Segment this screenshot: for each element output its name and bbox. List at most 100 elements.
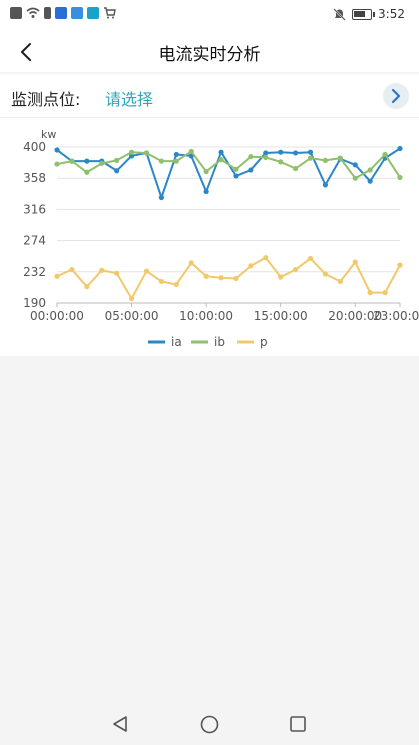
data-point-ia (322, 182, 329, 188)
data-point-ib (337, 155, 343, 161)
data-point-p (158, 278, 164, 285)
data-point-ib (307, 155, 314, 161)
data-point-p (233, 275, 239, 282)
y-tick-label: 274 (23, 234, 46, 248)
selector-arrow-button[interactable] (383, 83, 409, 109)
y-tick-label: 400 (23, 140, 46, 154)
data-point-ia (263, 150, 269, 156)
battery-small-icon (44, 7, 51, 19)
y-tick-label: 190 (23, 296, 46, 310)
chart-card: kw 400 358 316 274 232 190 00:00:00 05:00:00 10:0… (0, 118, 419, 356)
data-point-ib (218, 157, 224, 163)
battery-icon (352, 8, 376, 20)
data-point-ib (69, 158, 75, 164)
data-point-p (188, 260, 194, 266)
data-point-ia (278, 149, 284, 155)
data-point-ib (173, 158, 179, 164)
data-point-ib (367, 167, 373, 173)
x-tick-label: 20:00:00 (328, 309, 382, 323)
data-point-ib (293, 165, 299, 172)
data-point-ib (99, 160, 105, 166)
data-point-ib (84, 169, 90, 175)
app-header: 电流实时分析 (0, 30, 419, 72)
y-tick-label: 316 (23, 202, 46, 216)
data-point-p (337, 278, 343, 285)
data-point-ia (218, 149, 224, 155)
y-tick-label: 232 (23, 265, 46, 279)
app-search-icon (87, 7, 99, 19)
data-point-p (307, 255, 314, 262)
data-point-p (278, 274, 284, 280)
x-tick-label: 05:00:00 (105, 309, 159, 323)
data-point-ib (322, 157, 329, 163)
monitor-point-value[interactable]: 请选择 (105, 90, 154, 109)
data-point-ib (382, 151, 388, 158)
x-tick-label: 00:00:00 (30, 309, 84, 323)
nav-back-icon[interactable] (111, 715, 129, 733)
data-point-ib (233, 166, 239, 172)
data-point-p (367, 290, 373, 296)
data-point-p (143, 268, 150, 274)
y-axis-label: kw (41, 128, 56, 141)
data-point-p (397, 262, 403, 268)
data-point-ia (397, 145, 403, 152)
mute-icon (333, 7, 346, 21)
system-nav-bar (0, 701, 419, 745)
x-tick-label: 23:00:00 (373, 309, 419, 323)
nav-recent-icon[interactable] (289, 715, 307, 733)
data-point-p (248, 263, 254, 269)
data-point-ia (128, 153, 135, 159)
legend-label-ia[interactable]: ia (171, 335, 182, 349)
series-line-ia (56, 147, 401, 199)
data-point-ib (114, 157, 120, 163)
data-point-p (203, 273, 209, 279)
data-point-p (173, 281, 179, 288)
y-tick-label: 358 (23, 171, 46, 185)
status-time: 3:52 (378, 7, 405, 21)
data-point-ia (307, 149, 314, 155)
data-point-ia (248, 167, 254, 173)
data-point-ia (233, 173, 239, 179)
data-point-ib (54, 161, 60, 167)
status-bar: 3:52 (0, 0, 419, 30)
chevron-right-icon (391, 88, 401, 104)
nav-home-icon[interactable] (200, 715, 219, 734)
chevron-left-icon (21, 43, 31, 61)
data-point-p (69, 266, 75, 273)
data-point-p (352, 259, 358, 265)
data-point-ia (84, 158, 90, 164)
x-tick-label: 15:00:00 (254, 309, 308, 323)
data-point-p (382, 290, 388, 296)
data-point-p (263, 255, 269, 261)
status-left-icons (10, 7, 116, 19)
data-point-p (218, 275, 224, 281)
data-point-p (99, 267, 105, 273)
legend-label-ib[interactable]: ib (214, 335, 225, 349)
legend-label-p[interactable]: p (260, 335, 268, 349)
data-point-ib (158, 158, 164, 164)
wifi-icon (26, 7, 40, 18)
data-point-ia (158, 194, 164, 201)
data-point-p (84, 284, 90, 290)
data-point-p (128, 295, 135, 302)
x-tick-label: 10:00:00 (179, 309, 233, 323)
data-point-p (293, 266, 299, 273)
data-point-ia (352, 162, 358, 168)
data-point-ia (173, 151, 179, 158)
data-point-ib (397, 174, 403, 181)
data-point-ia (114, 168, 120, 174)
data-point-p (54, 273, 60, 279)
data-point-ib (278, 159, 284, 165)
data-point-ib (248, 154, 254, 160)
data-point-p (114, 270, 120, 276)
back-button[interactable] (12, 38, 40, 66)
cart-icon (104, 7, 116, 19)
series-line-p (56, 256, 401, 300)
data-point-ia (203, 188, 209, 195)
monitor-point-label: 监测点位: (11, 90, 81, 109)
data-point-ib (203, 168, 209, 175)
data-point-ib (128, 149, 135, 155)
data-point-ia (367, 178, 373, 184)
monitor-point-selector[interactable]: 监测点位: 请选择 (0, 74, 419, 118)
